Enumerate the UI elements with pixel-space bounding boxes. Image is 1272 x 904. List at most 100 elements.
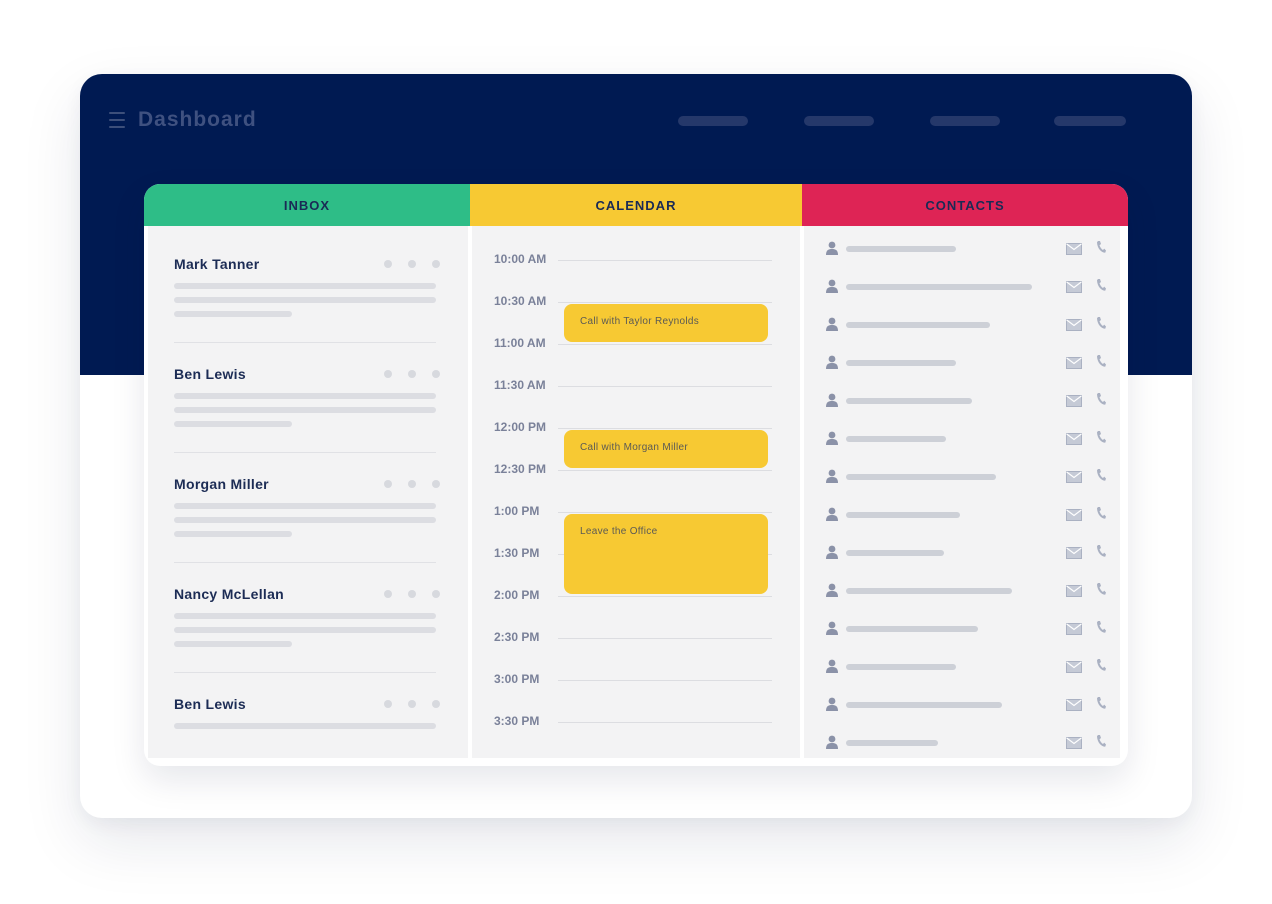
more-options-dot[interactable]: [384, 260, 392, 268]
inbox-message[interactable]: Mark Tanner: [174, 256, 440, 346]
more-options-dot[interactable]: [384, 700, 392, 708]
phone-icon[interactable]: [1096, 620, 1106, 634]
mail-icon[interactable]: [1066, 242, 1082, 255]
mail-icon[interactable]: [1066, 470, 1082, 483]
phone-icon[interactable]: [1096, 658, 1106, 672]
time-slot-line[interactable]: [558, 386, 772, 387]
mail-icon[interactable]: [1066, 660, 1082, 673]
inbox-header[interactable]: INBOX: [144, 184, 470, 226]
more-options-dot[interactable]: [432, 480, 440, 488]
time-slot-line[interactable]: [558, 638, 772, 639]
mail-icon[interactable]: [1066, 698, 1082, 711]
person-icon: [826, 621, 838, 635]
nav-item-2[interactable]: [804, 116, 874, 126]
phone-icon[interactable]: [1096, 696, 1106, 710]
more-options-dot[interactable]: [384, 590, 392, 598]
contact-row[interactable]: [804, 618, 1128, 638]
more-options-dot[interactable]: [408, 590, 416, 598]
phone-icon[interactable]: [1096, 468, 1106, 482]
contact-row[interactable]: [804, 504, 1128, 524]
calendar-event[interactable]: Call with Taylor Reynolds: [564, 304, 768, 342]
time-slot-line[interactable]: [558, 344, 772, 345]
contact-row[interactable]: [804, 580, 1128, 600]
contact-row[interactable]: [804, 656, 1128, 676]
contact-name-placeholder: [846, 246, 956, 252]
contact-row[interactable]: [804, 238, 1128, 258]
message-preview-line: [174, 517, 436, 523]
calendar-header[interactable]: CALENDAR: [470, 184, 802, 226]
phone-icon[interactable]: [1096, 278, 1106, 292]
time-slot-line[interactable]: [558, 680, 772, 681]
contact-row[interactable]: [804, 466, 1128, 486]
calendar-event[interactable]: Call with Morgan Miller: [564, 430, 768, 468]
contacts-header[interactable]: CONTACTS: [802, 184, 1128, 226]
more-options-dot[interactable]: [432, 700, 440, 708]
time-slot-label: 1:30 PM: [494, 546, 540, 560]
phone-icon[interactable]: [1096, 240, 1106, 254]
more-options-dot[interactable]: [432, 260, 440, 268]
phone-icon[interactable]: [1096, 544, 1106, 558]
mail-icon[interactable]: [1066, 318, 1082, 331]
mail-icon[interactable]: [1066, 280, 1082, 293]
contact-row[interactable]: [804, 542, 1128, 562]
phone-icon[interactable]: [1096, 734, 1106, 748]
phone-icon[interactable]: [1096, 430, 1106, 444]
mail-icon[interactable]: [1066, 394, 1082, 407]
mail-icon[interactable]: [1066, 546, 1082, 559]
phone-icon[interactable]: [1096, 316, 1106, 330]
more-options-dot[interactable]: [384, 370, 392, 378]
phone-icon[interactable]: [1096, 392, 1106, 406]
contact-row[interactable]: [804, 352, 1128, 372]
contact-row[interactable]: [804, 390, 1128, 410]
message-preview-line: [174, 723, 436, 729]
contact-name-placeholder: [846, 474, 996, 480]
inbox-message[interactable]: Morgan Miller: [174, 476, 440, 566]
person-icon: [826, 355, 838, 369]
message-preview-line: [174, 613, 436, 619]
contact-name-placeholder: [846, 512, 960, 518]
contact-row[interactable]: [804, 428, 1128, 448]
contact-row[interactable]: [804, 732, 1128, 752]
phone-icon[interactable]: [1096, 354, 1106, 368]
time-slot-line[interactable]: [558, 512, 772, 513]
nav-item-4[interactable]: [1054, 116, 1126, 126]
contact-row[interactable]: [804, 314, 1128, 334]
calendar-event[interactable]: Leave the Office: [564, 514, 768, 594]
contact-row[interactable]: [804, 694, 1128, 714]
nav-item-3[interactable]: [930, 116, 1000, 126]
nav-item-1[interactable]: [678, 116, 748, 126]
message-sender: Mark Tanner: [174, 256, 260, 272]
time-slot-line[interactable]: [558, 470, 772, 471]
mail-icon[interactable]: [1066, 432, 1082, 445]
more-options-dot[interactable]: [432, 590, 440, 598]
mail-icon[interactable]: [1066, 584, 1082, 597]
time-slot-line[interactable]: [558, 428, 772, 429]
more-options-dot[interactable]: [408, 700, 416, 708]
message-preview-line: [174, 627, 436, 633]
contact-name-placeholder: [846, 588, 1012, 594]
app-title: Dashboard: [138, 108, 257, 131]
mail-icon[interactable]: [1066, 622, 1082, 635]
mail-icon[interactable]: [1066, 356, 1082, 369]
time-slot-label: 2:00 PM: [494, 588, 540, 602]
more-options-dot[interactable]: [384, 480, 392, 488]
more-options-dot[interactable]: [408, 370, 416, 378]
message-sender: Morgan Miller: [174, 476, 269, 492]
hamburger-menu-icon[interactable]: [109, 112, 125, 129]
phone-icon[interactable]: [1096, 582, 1106, 596]
contact-row[interactable]: [804, 276, 1128, 296]
more-options-dot[interactable]: [432, 370, 440, 378]
mail-icon[interactable]: [1066, 508, 1082, 521]
inbox-message[interactable]: Nancy McLellan: [174, 586, 440, 676]
time-slot-label: 3:30 PM: [494, 714, 540, 728]
more-options-dot[interactable]: [408, 260, 416, 268]
more-options-dot[interactable]: [408, 480, 416, 488]
time-slot-line[interactable]: [558, 722, 772, 723]
phone-icon[interactable]: [1096, 506, 1106, 520]
mail-icon[interactable]: [1066, 736, 1082, 749]
inbox-message[interactable]: Ben Lewis: [174, 366, 440, 456]
time-slot-line[interactable]: [558, 260, 772, 261]
time-slot-line[interactable]: [558, 596, 772, 597]
inbox-message[interactable]: Ben Lewis: [174, 696, 440, 766]
time-slot-line[interactable]: [558, 302, 772, 303]
